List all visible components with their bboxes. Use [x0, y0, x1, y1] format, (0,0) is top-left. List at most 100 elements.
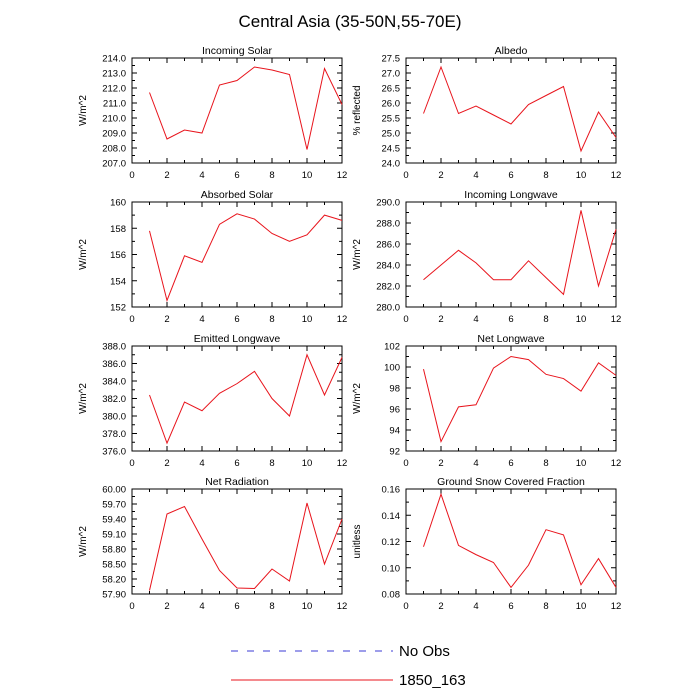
x-tick-label: 2: [438, 601, 443, 612]
y-tick-label: 57.90: [102, 590, 126, 601]
x-tick-label: 10: [576, 458, 587, 469]
x-tick-label: 10: [302, 314, 313, 325]
x-tick-label: 4: [199, 314, 204, 325]
page-title: Central Asia (35-50N,55-70E): [238, 12, 461, 31]
y-tick-label: 0.12: [382, 537, 401, 548]
x-tick-label: 0: [403, 601, 408, 612]
y-tick-label: 26.0: [382, 99, 401, 110]
y-tick-label: 212.0: [102, 84, 126, 95]
y-tick-label: 26.5: [382, 84, 401, 95]
y-tick-label: 59.70: [102, 500, 126, 511]
y-axis-label: unitless: [352, 525, 363, 559]
y-tick-label: 211.0: [103, 99, 126, 110]
chart-panel: Net Radiation W/m^2 0 2 4 6 8 10 12 57.90 58.20 58.…: [78, 476, 347, 612]
legend: No Obs 1850_163: [231, 643, 466, 689]
y-tick-label: 59.10: [102, 530, 126, 541]
y-tick-label: 58.20: [102, 575, 126, 586]
y-axis-label: % reflected: [352, 85, 363, 135]
y-tick-label: 209.0: [102, 129, 126, 140]
y-tick-label: 386.0: [102, 359, 126, 370]
x-tick-label: 12: [611, 601, 622, 612]
x-tick-label: 8: [543, 458, 548, 469]
y-tick-label: 98: [389, 384, 400, 395]
x-tick-label: 12: [337, 170, 348, 181]
y-tick-label: 207.0: [102, 159, 126, 170]
y-tick-label: 158: [110, 224, 126, 235]
y-tick-label: 284.0: [376, 261, 400, 272]
x-tick-label: 0: [403, 314, 408, 325]
x-tick-label: 12: [611, 170, 622, 181]
y-axis-label: W/m^2: [78, 526, 89, 557]
panel-title: Emitted Longwave: [194, 333, 281, 345]
y-tick-label: 156: [110, 250, 126, 261]
y-tick-label: 24.0: [382, 159, 401, 170]
x-tick-label: 2: [438, 458, 443, 469]
y-tick-label: 27.0: [382, 69, 401, 80]
panel-title: Ground Snow Covered Fraction: [437, 476, 585, 488]
y-axis-label: W/m^2: [352, 383, 363, 414]
panel-title: Albedo: [495, 45, 528, 57]
plot-frame: [405, 57, 617, 164]
y-tick-label: 288.0: [376, 219, 400, 230]
chart-panel: Emitted Longwave W/m^2 0 2 4 6 8 10 12 376.0 378.0…: [78, 333, 347, 469]
y-tick-label: 388.0: [102, 342, 126, 353]
x-tick-label: 8: [543, 314, 548, 325]
x-tick-label: 8: [269, 601, 274, 612]
x-tick-label: 6: [234, 601, 239, 612]
y-tick-label: 60.00: [102, 485, 126, 496]
plot-frame: [405, 345, 617, 452]
y-tick-label: 58.80: [102, 545, 126, 556]
y-tick-label: 378.0: [102, 429, 126, 440]
x-tick-label: 8: [269, 458, 274, 469]
y-tick-label: 25.0: [382, 129, 401, 140]
x-tick-label: 2: [438, 170, 443, 181]
chart-panel: Incoming Longwave W/m^2 0 2 4 6 8 10 12 280.0 282.…: [352, 189, 621, 325]
y-tick-label: 0.14: [382, 511, 401, 522]
plot-frame: [131, 57, 343, 164]
x-tick-label: 6: [234, 314, 239, 325]
x-tick-label: 10: [576, 314, 587, 325]
x-tick-label: 4: [199, 601, 204, 612]
x-tick-label: 2: [164, 314, 169, 325]
y-tick-label: 154: [110, 276, 126, 287]
legend-label: 1850_163: [399, 672, 466, 689]
legend-label: No Obs: [399, 643, 450, 660]
y-tick-label: 96: [389, 405, 400, 416]
chart-panel: Ground Snow Covered Fraction unitless 0 2 4 6…: [352, 476, 621, 612]
y-tick-label: 280.0: [376, 303, 400, 314]
x-tick-label: 6: [234, 170, 239, 181]
y-tick-label: 208.0: [102, 144, 126, 155]
y-tick-label: 382.0: [102, 394, 126, 405]
panel-title: Incoming Solar: [202, 45, 273, 57]
x-tick-label: 10: [302, 601, 313, 612]
x-tick-label: 4: [473, 170, 478, 181]
x-tick-label: 10: [576, 170, 587, 181]
x-tick-label: 0: [129, 314, 134, 325]
y-tick-label: 376.0: [102, 447, 126, 458]
x-tick-label: 4: [473, 458, 478, 469]
x-tick-label: 10: [302, 458, 313, 469]
y-tick-label: 0.10: [382, 563, 401, 574]
chart-panel: Absorbed Solar W/m^2 0 2 4 6 8 10 12 152 154 156 158…: [78, 189, 347, 325]
y-tick-label: 152: [110, 303, 126, 314]
x-tick-label: 8: [543, 170, 548, 181]
x-tick-label: 4: [199, 170, 204, 181]
panel-title: Net Radiation: [205, 476, 269, 488]
x-tick-label: 12: [337, 458, 348, 469]
chart-panel: Albedo % reflected 0 2 4 6 8 10 12 24.0 24.5 25.0 25…: [352, 45, 621, 181]
y-tick-label: 214.0: [102, 54, 126, 65]
x-tick-label: 12: [611, 458, 622, 469]
x-tick-label: 0: [129, 458, 134, 469]
x-tick-label: 0: [403, 170, 408, 181]
chart-panel: Net Longwave W/m^2 0 2 4 6 8 10 12 92 94 96 98 100 102: [352, 333, 621, 469]
x-tick-label: 4: [473, 601, 478, 612]
y-tick-label: 282.0: [376, 282, 400, 293]
x-tick-label: 8: [269, 314, 274, 325]
x-tick-label: 6: [508, 458, 513, 469]
x-tick-label: 12: [337, 314, 348, 325]
y-tick-label: 27.5: [382, 54, 401, 65]
y-tick-label: 100: [384, 363, 400, 374]
x-tick-label: 6: [234, 458, 239, 469]
x-tick-label: 2: [164, 170, 169, 181]
